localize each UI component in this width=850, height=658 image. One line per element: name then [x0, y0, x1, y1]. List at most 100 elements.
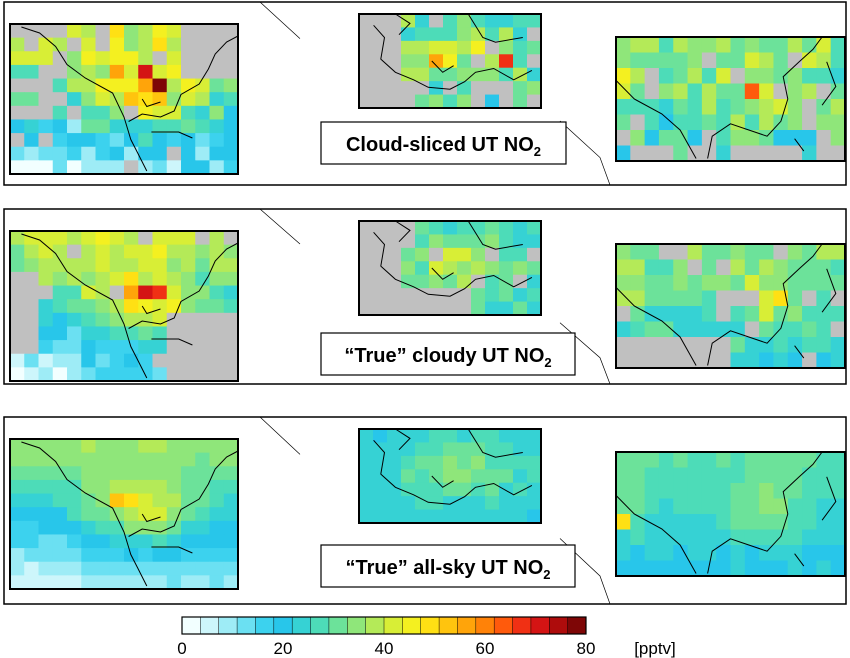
grid-cell — [359, 14, 374, 28]
grid-cell — [644, 145, 660, 162]
grid-cell — [166, 119, 182, 134]
grid-cell — [387, 482, 402, 497]
grid-cell — [181, 507, 196, 522]
grid-cell — [195, 452, 210, 467]
grid-cell — [730, 529, 746, 546]
grid-cell — [124, 160, 139, 175]
grid-cell — [759, 259, 774, 276]
grid-cell — [457, 40, 472, 55]
grid-cell — [730, 352, 746, 369]
grid-cell — [181, 520, 196, 535]
grid-cell — [429, 301, 444, 316]
grid-cell — [166, 51, 182, 66]
grid-cell — [485, 94, 500, 109]
grid-cell — [152, 160, 168, 175]
grid-cell — [744, 114, 760, 131]
region-border — [615, 36, 846, 162]
grid-cell — [195, 231, 210, 246]
grid-cell — [67, 119, 82, 134]
grid-cell — [195, 466, 210, 481]
grid-cell — [687, 483, 703, 499]
grid-cell — [359, 469, 374, 484]
grid-cell — [209, 146, 225, 161]
grid-cell — [802, 68, 817, 84]
grid-cell — [471, 496, 486, 511]
grid-cell — [485, 274, 500, 289]
grid-cell — [658, 290, 674, 307]
grid-cell — [630, 529, 646, 546]
grid-cell — [744, 483, 760, 499]
grid-cell — [527, 301, 542, 316]
grid-cell — [485, 496, 500, 511]
grid-cell — [616, 337, 631, 353]
grid-cell — [485, 54, 500, 69]
colorbar-tick-label: 0 — [177, 639, 186, 658]
grid-cell — [830, 560, 846, 577]
grid-cell — [10, 353, 25, 368]
grid-cell — [644, 52, 660, 69]
grid-cell — [67, 548, 82, 563]
grid-cell — [209, 78, 225, 93]
grid-cell — [658, 259, 674, 276]
grid-cell — [223, 64, 239, 80]
grid-cell — [429, 429, 444, 443]
grid-cell — [701, 52, 717, 69]
grid-cell — [152, 326, 168, 341]
grid-cell — [658, 306, 674, 322]
grid-cell — [816, 52, 832, 69]
grid-cell — [730, 545, 746, 561]
grid-cell — [673, 52, 689, 69]
grid-cell — [38, 78, 54, 93]
grid-cell — [759, 145, 774, 162]
grid-cell — [673, 275, 689, 291]
grid-cell — [152, 575, 168, 590]
grid-cell — [759, 467, 774, 484]
grid-cell — [24, 78, 39, 93]
grid-cell — [38, 146, 54, 161]
grid-cell — [802, 145, 817, 162]
grid-cell — [687, 83, 703, 100]
grid-cell — [209, 133, 225, 148]
grid-cell — [716, 452, 731, 468]
grid-cell — [816, 321, 832, 338]
grid-cell — [744, 83, 760, 100]
grid-cell — [38, 439, 54, 454]
grid-cell — [124, 37, 139, 52]
grid-cell — [716, 337, 731, 353]
grid-cell — [95, 160, 111, 175]
grid-cell — [787, 130, 803, 146]
grid-cell — [67, 439, 82, 454]
colorbar-swatch — [567, 617, 587, 634]
grid-cell — [730, 130, 746, 146]
grid-cell — [415, 301, 430, 316]
grid-cell — [209, 24, 225, 39]
grid-cell — [52, 271, 68, 287]
grid-cell — [471, 94, 486, 109]
grid-cell — [730, 83, 746, 100]
grid-cell — [209, 37, 225, 52]
grid-cell — [195, 548, 210, 563]
grid-cell — [10, 146, 25, 161]
grid-cell — [830, 514, 846, 530]
grid-cell — [95, 326, 111, 341]
grid-cell — [359, 301, 374, 316]
grid-cell — [701, 483, 717, 499]
grid-cell — [701, 37, 717, 53]
grid-cell — [109, 340, 125, 355]
grid-cell — [195, 146, 210, 161]
grid-cell — [209, 520, 225, 535]
colorbar-swatch — [494, 617, 513, 634]
grid-cell — [181, 367, 196, 382]
grid-cell — [181, 244, 196, 259]
grid-cell — [67, 534, 82, 549]
colorbar-tick-label: 20 — [274, 639, 293, 658]
region-border — [9, 23, 239, 175]
grid-cell — [359, 429, 374, 443]
grid-cell — [223, 507, 239, 522]
grid-cell — [387, 234, 402, 249]
grid-cell — [701, 275, 717, 291]
grid-cell — [527, 288, 542, 303]
grid-cell — [499, 482, 514, 497]
grid-cell — [716, 352, 731, 369]
grid-cell — [109, 466, 125, 481]
